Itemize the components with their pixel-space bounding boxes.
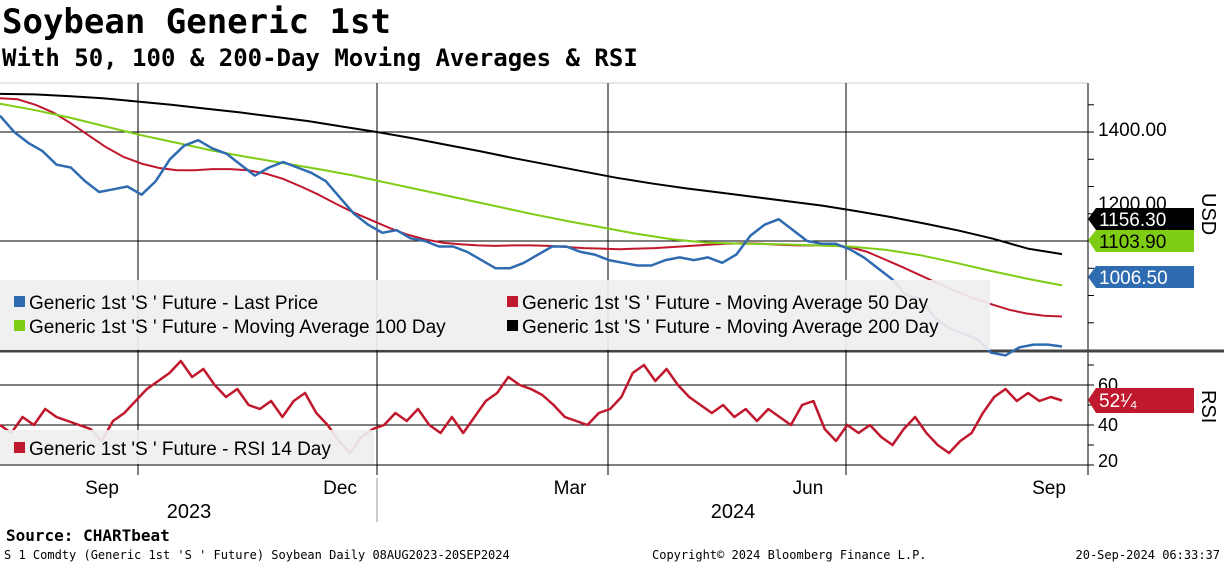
badge-price-label: 1006.50 [1099, 268, 1168, 289]
chart-title: Soybean Generic 1st [2, 2, 391, 42]
source-note: Source: CHARTbeat [6, 526, 170, 545]
badge-ma100-shape [1088, 230, 1194, 252]
series-line-ma100 [0, 102, 1063, 287]
legend-swatch-ma50 [507, 296, 518, 307]
series-line-ma50 [0, 97, 1063, 318]
rsi-tick-label-20: 20 [1098, 451, 1118, 471]
badge-price-shape [1088, 266, 1194, 288]
legend-swatch-rsi [14, 442, 25, 453]
footer-copyright: Copyright© 2024 Bloomberg Finance L.P. [652, 548, 927, 562]
series-line-price [0, 114, 1063, 357]
price-legend: Generic 1st 'S ' Future - Last Price Gen… [0, 280, 990, 350]
badge-ma100: 1103.90 [1088, 230, 1194, 253]
x-label-mar: Mar [554, 478, 587, 499]
legend-label-ma50: Generic 1st 'S ' Future - Moving Average… [522, 293, 929, 314]
x-label-dec: Dec [323, 478, 357, 499]
legend-swatch-ma200 [507, 320, 518, 331]
series-line-rsi [0, 359, 1063, 455]
legend-swatch-price [14, 296, 25, 307]
axis-ticks [1088, 104, 1094, 466]
year-label-2023: 2023 [167, 501, 212, 523]
grid-lines [0, 83, 1088, 475]
y-axis-title-usd: USD [1197, 193, 1219, 235]
x-label-jun: Jun [793, 478, 824, 499]
series-layer [0, 92, 1063, 455]
legend-swatch-ma100 [14, 320, 25, 331]
chart-area: Generic 1st 'S ' Future - Last Price Gen… [0, 82, 1224, 523]
legend-label-price: Generic 1st 'S ' Future - Last Price [29, 293, 318, 314]
price-legend-background [0, 280, 990, 350]
badge-rsi: 52¹⁄₄ [1088, 388, 1194, 413]
rsi-tick-label-40: 40 [1098, 415, 1118, 435]
x-label-sep-2023: Sep [85, 478, 119, 499]
legend-label-ma200: Generic 1st 'S ' Future - Moving Average… [522, 317, 939, 338]
badge-rsi-shape [1088, 388, 1194, 413]
badge-price: 1006.50 [1088, 266, 1194, 289]
chart-subtitle: With 50, 100 & 200-Day Moving Averages &… [2, 44, 638, 72]
y-axis-title-rsi: RSI [1197, 390, 1219, 423]
y-tick-label-1400: 1400.00 [1098, 120, 1167, 141]
x-label-sep-2024: Sep [1032, 478, 1066, 499]
series-line-ma200 [0, 92, 1063, 256]
footer-timestamp: 20-Sep-2024 06:33:37 [1075, 548, 1221, 562]
rsi-legend-background [0, 430, 374, 464]
badge-ma200-shape [1088, 208, 1194, 230]
rsi-legend: Generic 1st 'S ' Future - RSI 14 Day [0, 430, 374, 464]
footer-left: S 1 Comdty (Generic 1st 'S ' Future) Soy… [4, 548, 510, 562]
badge-ma200-label: 1156.30 [1099, 210, 1166, 231]
legend-label-rsi: Generic 1st 'S ' Future - RSI 14 Day [29, 439, 331, 460]
year-label-2024: 2024 [711, 501, 756, 523]
badge-ma200: 1156.30 [1088, 208, 1194, 231]
badge-rsi-label: 52¹⁄₄ [1099, 391, 1138, 412]
legend-label-ma100: Generic 1st 'S ' Future - Moving Average… [29, 317, 446, 338]
badge-ma100-label: 1103.90 [1099, 232, 1166, 253]
